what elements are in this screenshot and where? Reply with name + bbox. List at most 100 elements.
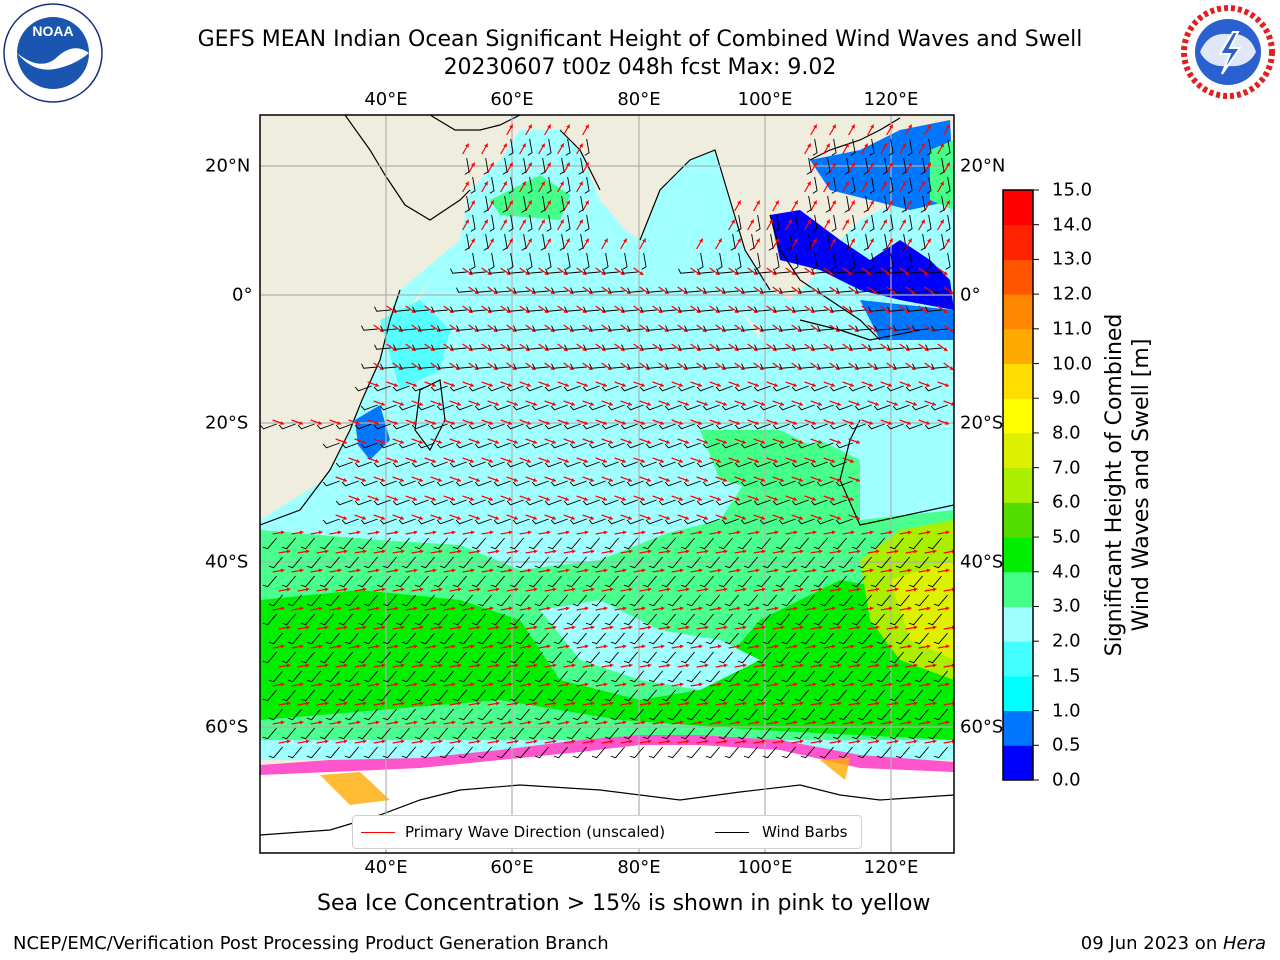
wave-arrow-head (698, 720, 703, 725)
wind-barb (836, 287, 853, 293)
wave-arrow-head (541, 219, 545, 224)
wave-arrow-head (457, 625, 462, 630)
wind-barb (306, 632, 321, 645)
lat-tick-right: 0° (960, 284, 981, 306)
wave-arrow-head (628, 739, 633, 744)
wave-arrow-head (609, 739, 614, 744)
wind-barb (545, 306, 562, 312)
wave-arrow-head (544, 309, 549, 313)
wave-arrow-head (419, 663, 424, 668)
wave-arrow-head (813, 200, 817, 205)
wind-barb (664, 404, 682, 411)
wave-arrow-head (456, 515, 461, 520)
wave-arrow-head (721, 328, 726, 332)
wind-barb (762, 556, 777, 569)
wind-barb (360, 404, 378, 411)
wind-barb (268, 670, 283, 683)
lat-tick-right: 20°S (960, 412, 1004, 434)
wind-barb (563, 461, 581, 468)
wave-arrow-head (927, 162, 931, 167)
wind-barb (686, 594, 701, 607)
wind-barb (867, 385, 885, 392)
wind-barb (933, 556, 948, 569)
wind-barb (610, 594, 625, 607)
wave-arrow-head (602, 458, 607, 463)
wave-arrow-head (756, 200, 760, 205)
wind-barb (502, 157, 508, 175)
wave-arrow-head (660, 568, 665, 573)
wind-barb (775, 727, 790, 740)
wave-arrow-head (850, 530, 855, 535)
colorbar-tick-label: 12.0 (1052, 283, 1093, 305)
wind-barb (702, 442, 720, 449)
wave-arrow-head (299, 720, 304, 725)
wind-barb (759, 404, 777, 411)
wind-barb (583, 306, 600, 312)
wind-barb (588, 442, 606, 449)
wind-barb (775, 537, 790, 550)
wave-arrow-head (780, 625, 785, 630)
wave-arrow-head (908, 124, 912, 129)
wind-barb (588, 518, 606, 525)
wave-arrow-head (829, 271, 834, 275)
wave-arrow-head (907, 530, 912, 535)
wave-arrow-head (685, 549, 690, 554)
wind-barb (509, 727, 524, 740)
wave-arrow-head (589, 515, 594, 520)
wind-barb (584, 138, 590, 156)
wave-arrow-head (755, 606, 760, 611)
wave-arrow-head (831, 568, 836, 573)
wave-arrow-head (451, 720, 456, 725)
wind-barb (401, 746, 416, 759)
wind-barb (604, 689, 619, 702)
wave-arrow-head (579, 181, 583, 186)
wave-arrow-head (704, 663, 709, 668)
wave-arrow-head (514, 663, 519, 668)
wave-arrow-head (588, 290, 593, 294)
wind-barb (470, 252, 476, 270)
wave-arrow-head (907, 568, 912, 573)
wind-barb (893, 363, 910, 369)
wave-arrow-head (457, 701, 462, 706)
wave-arrow-head (683, 366, 688, 370)
wind-barb (930, 404, 948, 411)
wave-arrow-head (400, 701, 405, 706)
wave-arrow-head (533, 701, 538, 706)
wave-arrow-head (474, 328, 479, 332)
wind-barb (664, 518, 682, 525)
wind-barb (306, 746, 321, 759)
wave-arrow-head (582, 271, 587, 275)
wind-barb (939, 195, 945, 213)
wind-barb (550, 518, 568, 525)
wave-arrow-head (551, 401, 556, 406)
wave-arrow-head (869, 644, 874, 649)
wind-barb (591, 632, 606, 645)
wind-barb (683, 480, 701, 487)
wave-arrow-head (470, 720, 475, 725)
wind-barb (838, 632, 853, 645)
wave-arrow-head (660, 644, 665, 649)
wind-barb (582, 461, 600, 468)
wind-barb (749, 233, 755, 251)
wind-barb (489, 176, 495, 194)
wave-arrow-head (817, 477, 822, 482)
wind-barb (487, 461, 505, 468)
wave-arrow-head (400, 739, 405, 744)
wave-arrow-head (886, 271, 891, 275)
wind-barb (306, 594, 321, 607)
wave-arrow-head (772, 309, 777, 313)
lat-tick-right: 20°N (960, 155, 1006, 177)
wind-barb (737, 575, 752, 588)
wind-barb (506, 461, 524, 468)
wave-arrow-head (830, 496, 835, 501)
wind-barb (610, 556, 625, 569)
colorbar-tick-label: 11.0 (1052, 318, 1093, 340)
wave-arrow-head (509, 162, 513, 167)
wave-arrow-head (835, 328, 840, 332)
wave-arrow-head (703, 439, 708, 444)
wind-barb (584, 214, 590, 232)
wave-arrow-head (545, 382, 550, 387)
wind-barb (882, 233, 888, 251)
wind-barb (907, 214, 913, 232)
wave-arrow-head (465, 181, 469, 186)
